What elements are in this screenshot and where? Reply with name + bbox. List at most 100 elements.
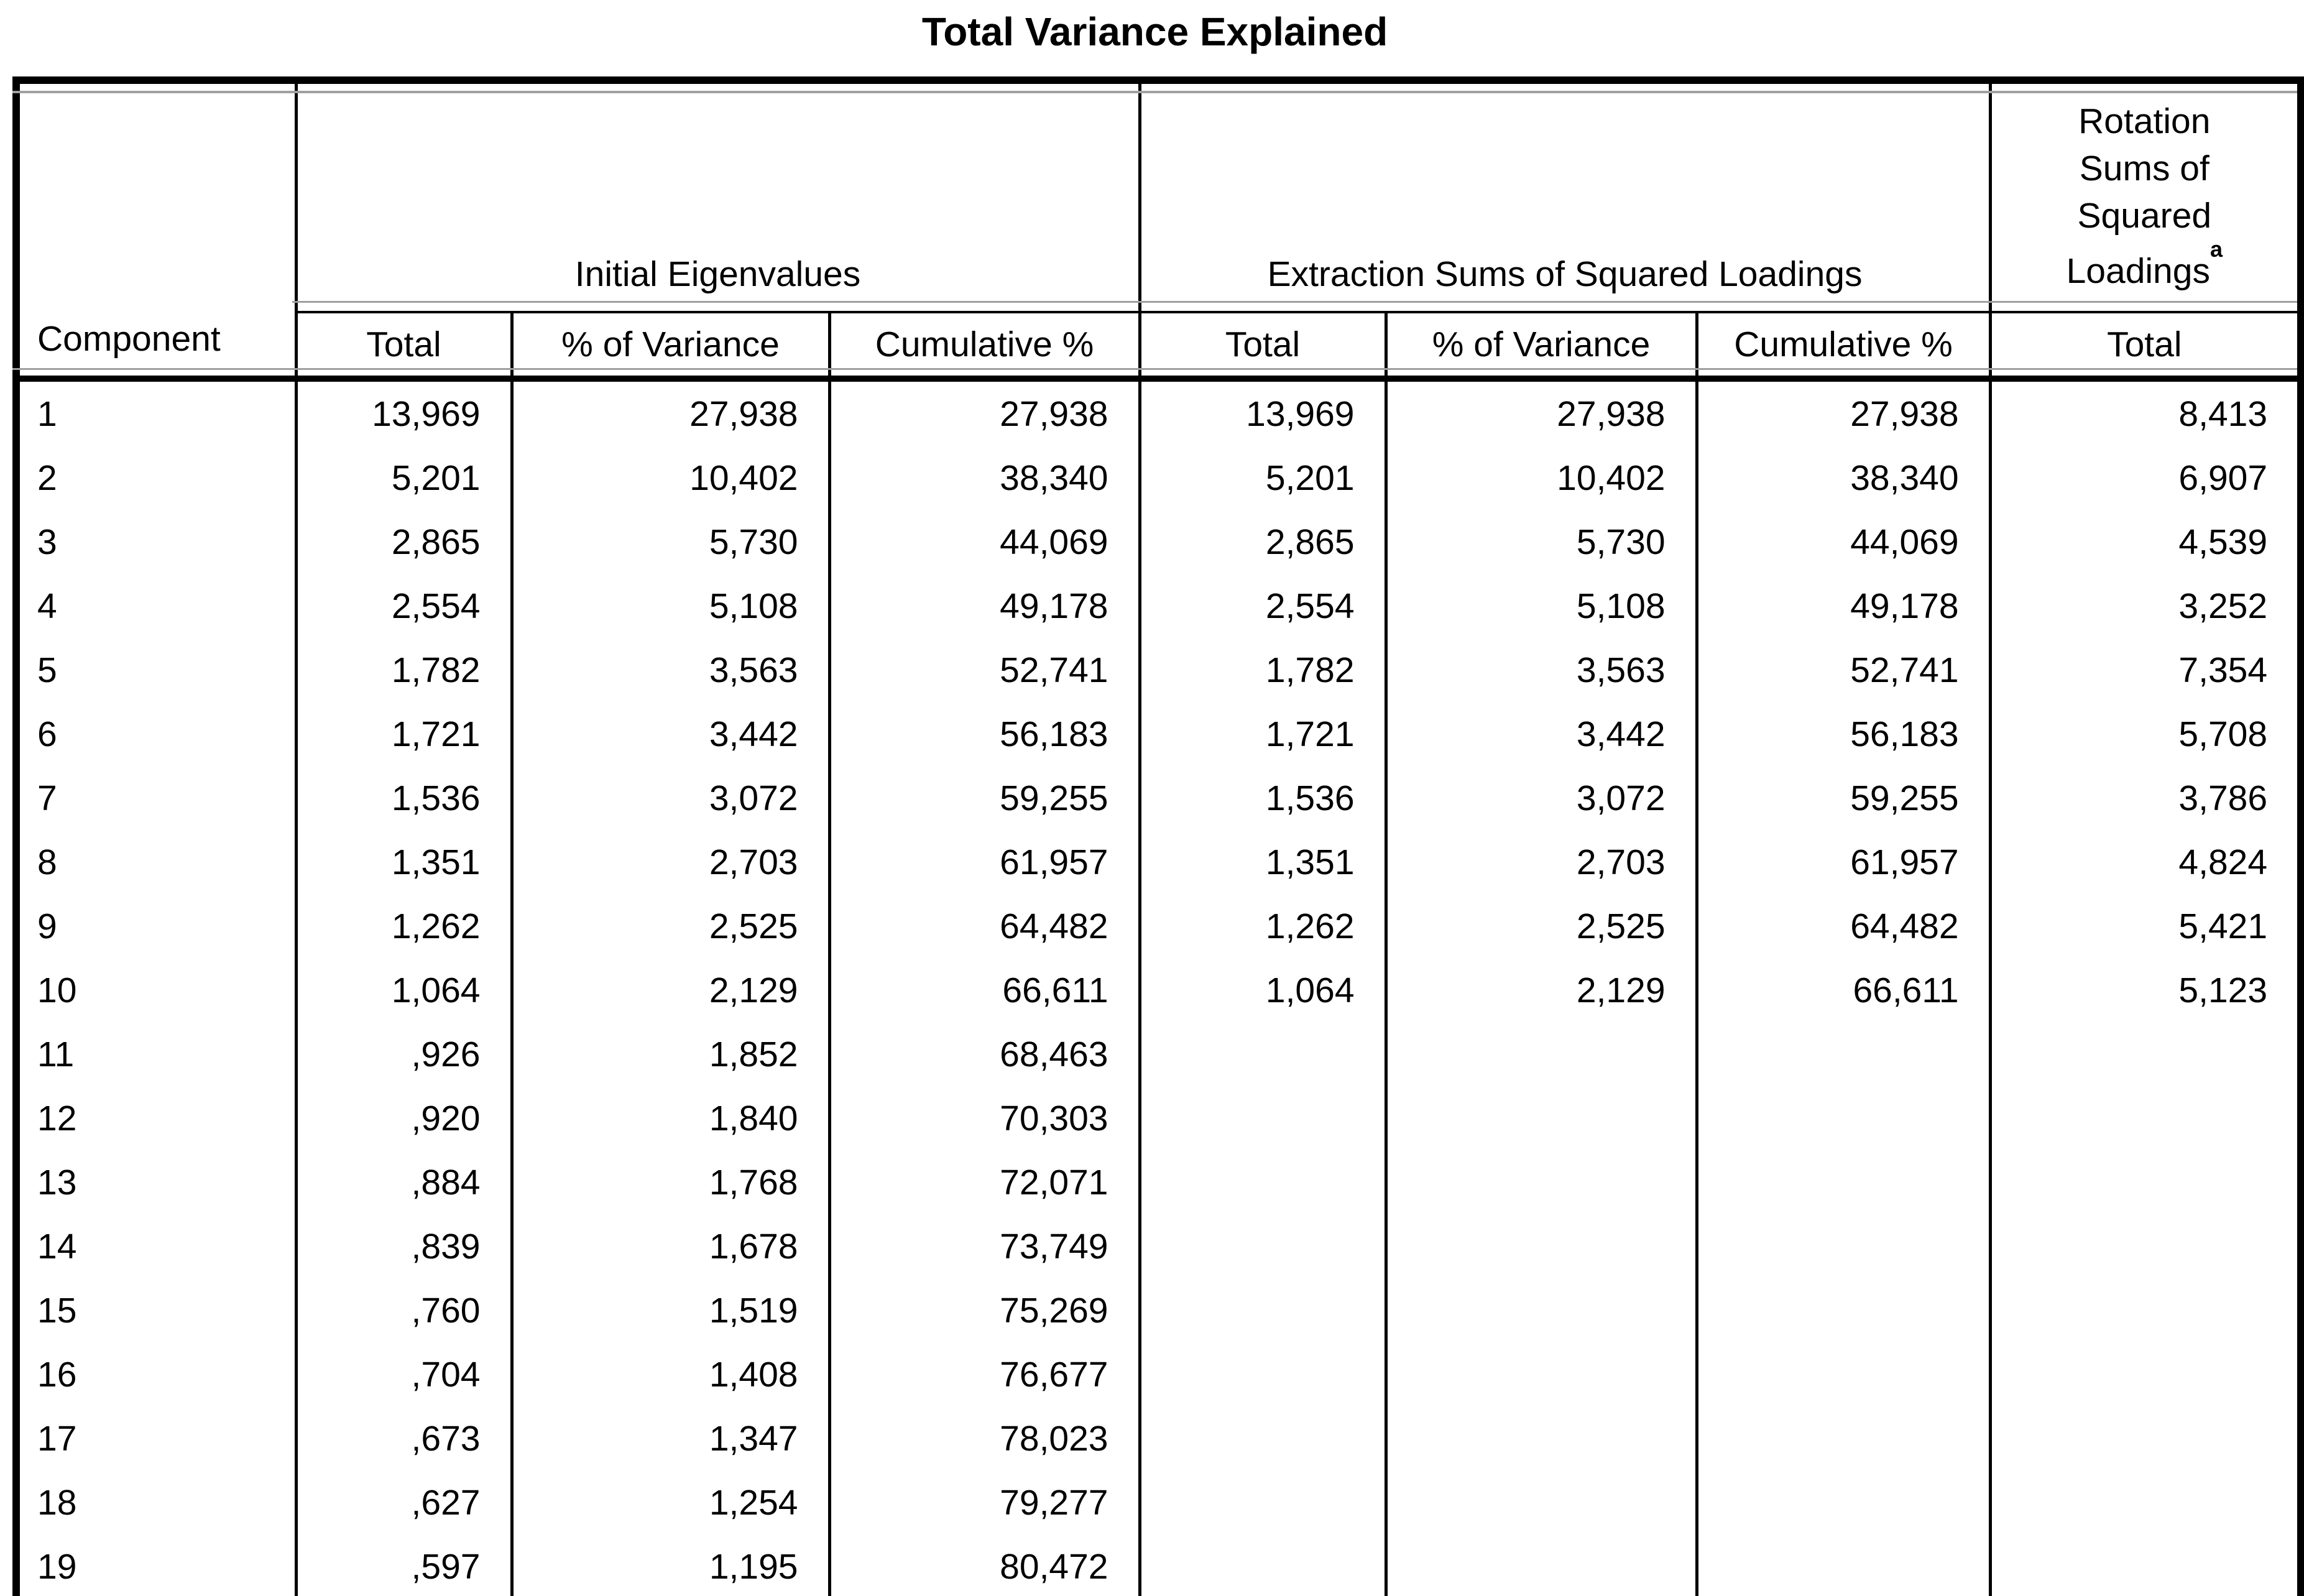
value-cell: 3,442 [510, 702, 829, 766]
value-cell [1695, 1150, 1991, 1214]
value-cell: 1,351 [1138, 830, 1386, 894]
value-cell: 4,539 [1988, 510, 2302, 574]
value-cell: 13,969 [294, 379, 512, 446]
value-cell: 2,129 [510, 958, 829, 1022]
value-cell: 2,554 [1138, 574, 1386, 638]
table-row: 12,920 1,840 70,303 [14, 1086, 2302, 1150]
value-cell: 2,554 [294, 574, 512, 638]
value-cell: ,627 [294, 1470, 512, 1534]
value-cell [1695, 1342, 1991, 1406]
table-row: 19,597 1,195 80,472 [14, 1534, 2302, 1596]
value-cell: 5,108 [510, 574, 829, 638]
value-cell [1988, 1470, 2302, 1534]
table-row: 18,627 1,254 79,277 [14, 1470, 2302, 1534]
table-row: 10 1,064 2,129 66,611 1,064 2,129 66,611 5,123 [14, 958, 2302, 1022]
value-cell: ,884 [294, 1150, 512, 1214]
value-cell: 78,023 [827, 1406, 1140, 1470]
component-cell: 16 [14, 1342, 296, 1406]
value-cell: 3,072 [510, 766, 829, 830]
column-header-initial-total: Total [294, 312, 512, 382]
table-row: 16,704 1,408 76,677 [14, 1342, 2302, 1406]
value-cell: 1,262 [294, 894, 512, 958]
table-body: 1 13,969 27,938 27,938 13,969 27,938 27,938 8,4… [14, 379, 2302, 1596]
value-cell: 1,852 [510, 1022, 829, 1086]
value-cell: 3,786 [1988, 766, 2302, 830]
value-cell: 4,824 [1988, 830, 2302, 894]
value-cell: 5,730 [510, 510, 829, 574]
value-cell [1138, 1150, 1386, 1214]
value-cell: 1,782 [1138, 638, 1386, 702]
value-cell: 2,525 [510, 894, 829, 958]
component-cell: 6 [14, 702, 296, 766]
component-cell: 10 [14, 958, 296, 1022]
value-cell [1988, 1214, 2302, 1278]
table-row: 4 2,554 5,108 49,178 2,554 5,108 49,178 3,252 [14, 574, 2302, 638]
component-cell: 19 [14, 1534, 296, 1596]
value-cell: 38,340 [827, 446, 1140, 510]
value-cell: 61,957 [1695, 830, 1991, 894]
value-cell [1384, 1022, 1697, 1086]
group-header-rotation-sums: Rotation Sums of Squared Loadingsa [1988, 80, 2302, 313]
column-header-initial-pct-variance: % of Variance [510, 312, 829, 382]
value-cell [1695, 1534, 1991, 1596]
value-cell: 8,413 [1988, 379, 2302, 446]
value-cell: 1,536 [1138, 766, 1386, 830]
value-cell: 38,340 [1695, 446, 1991, 510]
value-cell [1138, 1470, 1386, 1534]
table-row: 2 5,201 10,402 38,340 5,201 10,402 38,340 6,907 [14, 446, 2302, 510]
value-cell: 79,277 [827, 1470, 1140, 1534]
value-cell: 1,721 [294, 702, 512, 766]
value-cell [1384, 1278, 1697, 1342]
value-cell [1384, 1342, 1697, 1406]
value-cell: 2,703 [510, 830, 829, 894]
component-column-header: Component [14, 80, 296, 382]
value-cell: 1,195 [510, 1534, 829, 1596]
value-cell: ,920 [294, 1086, 512, 1150]
total-variance-table: Component Initial Eigenvalues Extraction… [12, 76, 2304, 1596]
value-cell [1138, 1086, 1386, 1150]
table-row: 9 1,262 2,525 64,482 1,262 2,525 64,482 5,421 [14, 894, 2302, 958]
table-row: 1 13,969 27,938 27,938 13,969 27,938 27,938 8,4… [14, 379, 2302, 446]
value-cell: 5,708 [1988, 702, 2302, 766]
value-cell [1138, 1534, 1386, 1596]
component-cell: 3 [14, 510, 296, 574]
table-row: 11,926 1,852 68,463 [14, 1022, 2302, 1086]
value-cell: 1,840 [510, 1086, 829, 1150]
value-cell: 1,678 [510, 1214, 829, 1278]
component-cell: 13 [14, 1150, 296, 1214]
value-cell: 66,611 [1695, 958, 1991, 1022]
value-cell: ,926 [294, 1022, 512, 1086]
value-cell: 75,269 [827, 1278, 1140, 1342]
table-row: 13,884 1,768 72,071 [14, 1150, 2302, 1214]
value-cell: 3,442 [1384, 702, 1697, 766]
value-cell: 3,563 [510, 638, 829, 702]
component-cell: 9 [14, 894, 296, 958]
rotation-header-line: Squared [2077, 196, 2212, 236]
table-row: 8 1,351 2,703 61,957 1,351 2,703 61,957 4,824 [14, 830, 2302, 894]
value-cell: 49,178 [1695, 574, 1991, 638]
value-cell [1695, 1214, 1991, 1278]
value-cell [1384, 1470, 1697, 1534]
component-cell: 15 [14, 1278, 296, 1342]
value-cell: ,704 [294, 1342, 512, 1406]
value-cell [1695, 1278, 1991, 1342]
value-cell [1695, 1470, 1991, 1534]
rotation-header-line: Sums of [2079, 149, 2210, 188]
value-cell: 1,351 [294, 830, 512, 894]
component-cell: 12 [14, 1086, 296, 1150]
table-row: 5 1,782 3,563 52,741 1,782 3,563 52,741 7,354 [14, 638, 2302, 702]
value-cell [1384, 1086, 1697, 1150]
value-cell: 3,563 [1384, 638, 1697, 702]
value-cell [1695, 1406, 1991, 1470]
value-cell [1988, 1406, 2302, 1470]
value-cell: 10,402 [1384, 446, 1697, 510]
value-cell: 27,938 [1384, 379, 1697, 446]
table-row: 17,673 1,347 78,023 [14, 1406, 2302, 1470]
value-cell: 56,183 [827, 702, 1140, 766]
value-cell: 59,255 [827, 766, 1140, 830]
value-cell: 2,129 [1384, 958, 1697, 1022]
table-row: 7 1,536 3,072 59,255 1,536 3,072 59,255 3,786 [14, 766, 2302, 830]
value-cell: 5,108 [1384, 574, 1697, 638]
component-cell: 4 [14, 574, 296, 638]
